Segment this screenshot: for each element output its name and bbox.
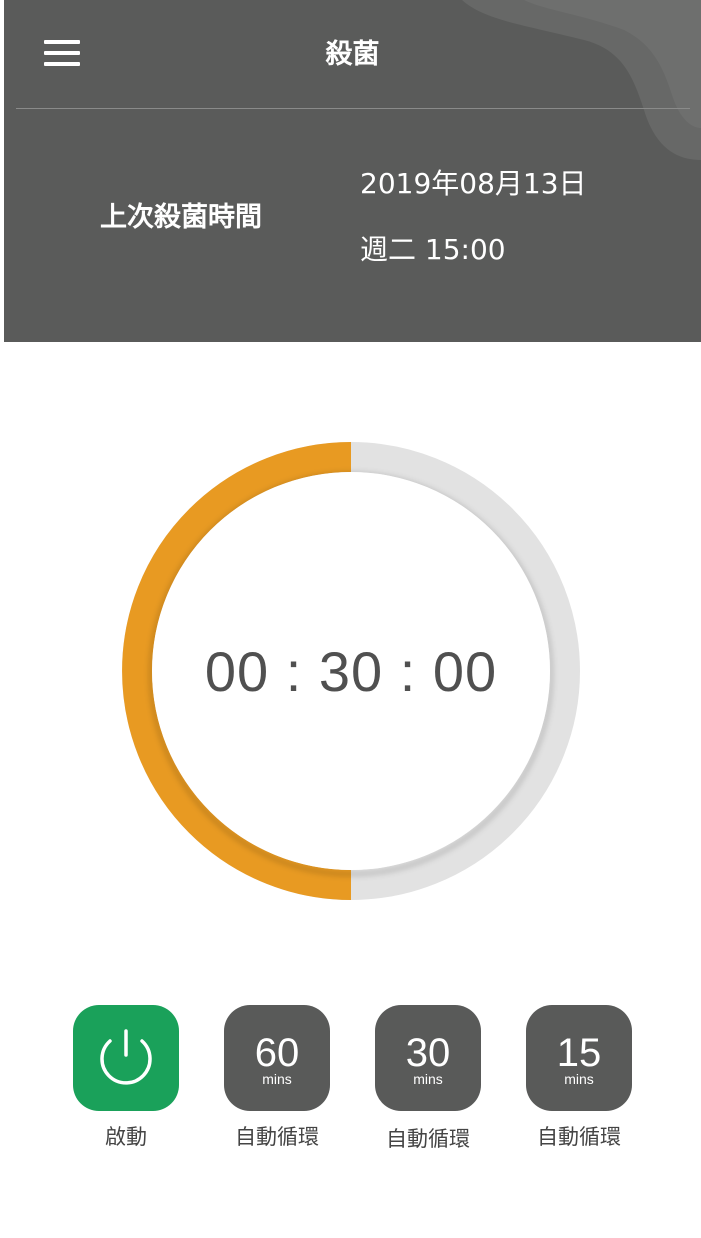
timer-ring	[122, 442, 580, 900]
cycle-60-label: 自動循環	[235, 1125, 319, 1149]
auto-cycle-30-button[interactable]: 30 mins	[375, 1005, 481, 1111]
start-column: 啟動	[71, 1005, 181, 1151]
start-button-label: 啟動	[105, 1125, 147, 1149]
last-sterilize-date: 2019年08月13日	[360, 167, 587, 200]
cycle-30-value: 30	[405, 1031, 451, 1075]
hamburger-menu-icon-bar	[44, 62, 80, 66]
start-button[interactable]	[73, 1005, 179, 1111]
header-wave-decoration	[462, 0, 701, 160]
cycle-60-value: 60	[254, 1031, 300, 1075]
power-icon	[100, 1029, 152, 1085]
hamburger-menu-icon	[44, 40, 80, 44]
cycle-30-label: 自動循環	[386, 1127, 470, 1151]
header-panel: 殺菌 上次殺菌時間 2019年08月13日 週二 15:00	[4, 0, 701, 342]
timer-display: 00 : 30 : 00	[204, 640, 498, 703]
timer-face	[152, 472, 550, 870]
cycle-15-unit: mins	[564, 1071, 594, 1087]
auto-cycle-15-button[interactable]: 15 mins	[526, 1005, 632, 1111]
timer-progress-arc	[122, 442, 352, 900]
last-sterilize-time: 週二 15:00	[360, 233, 506, 266]
cycle-15-value: 15	[556, 1031, 602, 1075]
cycle-30-unit: mins	[413, 1071, 443, 1087]
last-sterilize-label: 上次殺菌時間	[100, 202, 262, 233]
menu-button[interactable]	[42, 36, 82, 70]
countdown-timer: 00 : 30 : 00	[111, 431, 591, 911]
cycle-15-column: 15 mins 自動循環	[524, 1005, 634, 1151]
cycle-15-label: 自動循環	[537, 1125, 621, 1149]
page-title: 殺菌	[325, 39, 380, 70]
hamburger-menu-icon-bar	[44, 51, 80, 55]
cycle-30-column: 30 mins 自動循環	[373, 1005, 483, 1153]
cycle-60-unit: mins	[262, 1071, 292, 1087]
cycle-60-column: 60 mins 自動循環	[222, 1005, 332, 1151]
header-divider	[16, 108, 690, 109]
auto-cycle-60-button[interactable]: 60 mins	[224, 1005, 330, 1111]
